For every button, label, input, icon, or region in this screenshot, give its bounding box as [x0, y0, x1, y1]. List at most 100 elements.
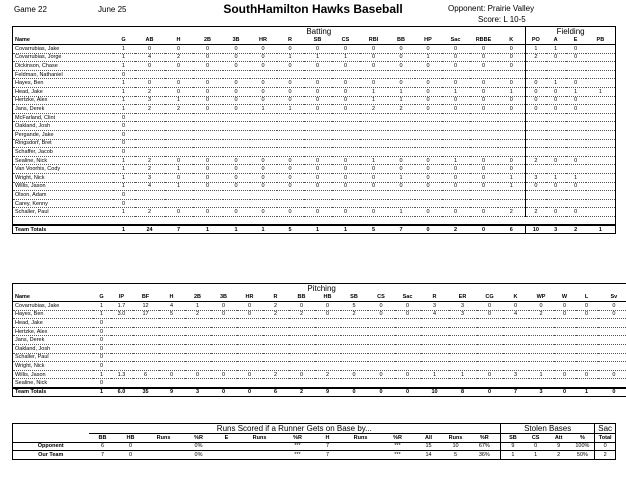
stat-cell: 1 — [112, 173, 135, 183]
stat-cell — [158, 344, 185, 354]
stat-cell: 2 — [340, 310, 368, 320]
stat-cell: 0 — [441, 164, 470, 174]
stat-cell — [249, 147, 277, 157]
table-row: Jans, Derek 0 — [12, 335, 626, 346]
stat-cell: 1 — [545, 44, 566, 54]
stat-cell — [387, 121, 415, 132]
stat-cell — [164, 121, 193, 132]
player-name: McFarland, Clint — [12, 113, 113, 123]
stat-cell — [340, 361, 368, 371]
stat-cell: 0 — [441, 104, 470, 114]
total-cell: 9 — [158, 386, 185, 397]
stat-cell: 0 — [387, 164, 415, 174]
stat-cell: 2 — [262, 370, 289, 380]
table-row: Covarrubias, Jake 1 0 0 0 0 0 0 0 0 0 0 0 0 0 0 1 1 0 — [12, 44, 616, 54]
stat-cell — [158, 378, 185, 389]
stat-cell: 0 — [249, 44, 277, 54]
total-cell: 3 — [184, 386, 211, 397]
stat-cell — [545, 70, 566, 80]
stat-cell — [448, 335, 477, 346]
table-row: Hertzke, Alex 0 — [12, 327, 626, 337]
stat-cell — [476, 344, 503, 354]
stat-cell — [525, 164, 546, 174]
stat-cell: 0 — [314, 310, 341, 320]
stat-cell: 3 — [448, 310, 477, 320]
stat-cell: 0 — [545, 182, 566, 192]
stat-cell: 0 — [158, 370, 185, 380]
stat-cell: 0 — [236, 310, 263, 320]
team-label: Our Team — [38, 451, 64, 458]
stat-cell: 1 — [303, 53, 332, 63]
column-header: Sac — [441, 36, 470, 46]
column-header: E — [214, 433, 239, 443]
stat-cell: 0 — [128, 443, 133, 450]
stat-cell: 0 — [249, 78, 277, 89]
stat-cell: 0 — [331, 173, 360, 183]
stat-cell: 1.3 — [110, 370, 133, 380]
stat-cell: 0 — [497, 61, 526, 71]
stat-cell: 0 — [276, 78, 304, 89]
stat-cell — [331, 139, 360, 149]
stat-cell: 3.0 — [110, 310, 133, 320]
total-cell: 6 — [497, 224, 526, 234]
table-row: Schaller, Paul 1 2 0 0 0 0 0 0 0 0 1 0 0 0 2 2 0 0 — [12, 207, 616, 217]
stat-cell: 0 — [222, 87, 250, 97]
stat-cell — [585, 121, 616, 132]
stat-cell — [414, 190, 442, 200]
stat-cell: 6 — [132, 370, 159, 380]
stat-cell: 0 — [359, 207, 388, 217]
stat-cell: 1 — [534, 451, 538, 458]
stat-cell — [184, 344, 211, 354]
stat-cell — [164, 113, 193, 123]
stat-cell — [476, 378, 503, 389]
stat-cell: 0 — [367, 310, 395, 320]
stat-cell — [469, 70, 498, 80]
stat-cell: 0 — [164, 87, 193, 97]
column-header: Name — [12, 293, 93, 303]
column-header: BB — [88, 433, 117, 443]
stat-cell: 0 — [303, 207, 332, 217]
stat-cell — [502, 335, 529, 346]
stat-cell: 0 — [303, 182, 332, 192]
stat-cell: 0 — [192, 87, 223, 97]
player-name: Pergande, Jake — [12, 130, 113, 140]
stat-cell — [164, 70, 193, 80]
stat-cell — [414, 199, 442, 209]
column-header: H — [164, 36, 193, 46]
total-cell: 1 — [303, 224, 332, 234]
stat-cell: 0 — [469, 61, 498, 71]
stat-cell — [158, 353, 185, 363]
stat-cell — [553, 353, 576, 363]
stat-cell: 50% — [576, 451, 588, 458]
stat-cell — [164, 147, 193, 157]
stat-cell: 0 — [164, 173, 193, 183]
stat-cell: 0 — [497, 78, 526, 89]
stat-cell: 0 — [565, 182, 586, 192]
stat-cell — [469, 139, 498, 149]
pitcher-name: Oakland, Josh — [12, 344, 93, 354]
stat-cell: 0 — [249, 173, 277, 183]
stat-cell: 15 — [425, 443, 432, 450]
stat-cell: 0 — [497, 104, 526, 114]
column-header: W — [553, 293, 576, 303]
pitcher-name: Wright, Nick — [12, 361, 93, 371]
stat-cell: 0 — [359, 182, 388, 192]
pitching-group-label: Pitching — [307, 284, 336, 293]
stat-cell: 2 — [134, 207, 165, 217]
stat-cell — [585, 61, 616, 71]
stat-cell — [192, 113, 223, 123]
stat-cell — [331, 121, 360, 132]
stat-cell — [565, 130, 586, 140]
stat-cell — [222, 130, 250, 140]
stat-cell: 4 — [134, 53, 165, 63]
stat-cell: 2 — [262, 310, 289, 320]
stat-cell: 0 — [575, 370, 598, 380]
column-header: K — [502, 293, 529, 303]
stat-cell: 0 — [387, 61, 415, 71]
stat-cell: 2 — [262, 301, 289, 311]
player-name: Dickinson, Chase — [12, 61, 113, 71]
stat-cell: 0 — [92, 361, 111, 371]
stat-cell — [597, 361, 626, 371]
stat-cell: 1 — [387, 173, 415, 183]
stat-cell — [192, 190, 223, 200]
